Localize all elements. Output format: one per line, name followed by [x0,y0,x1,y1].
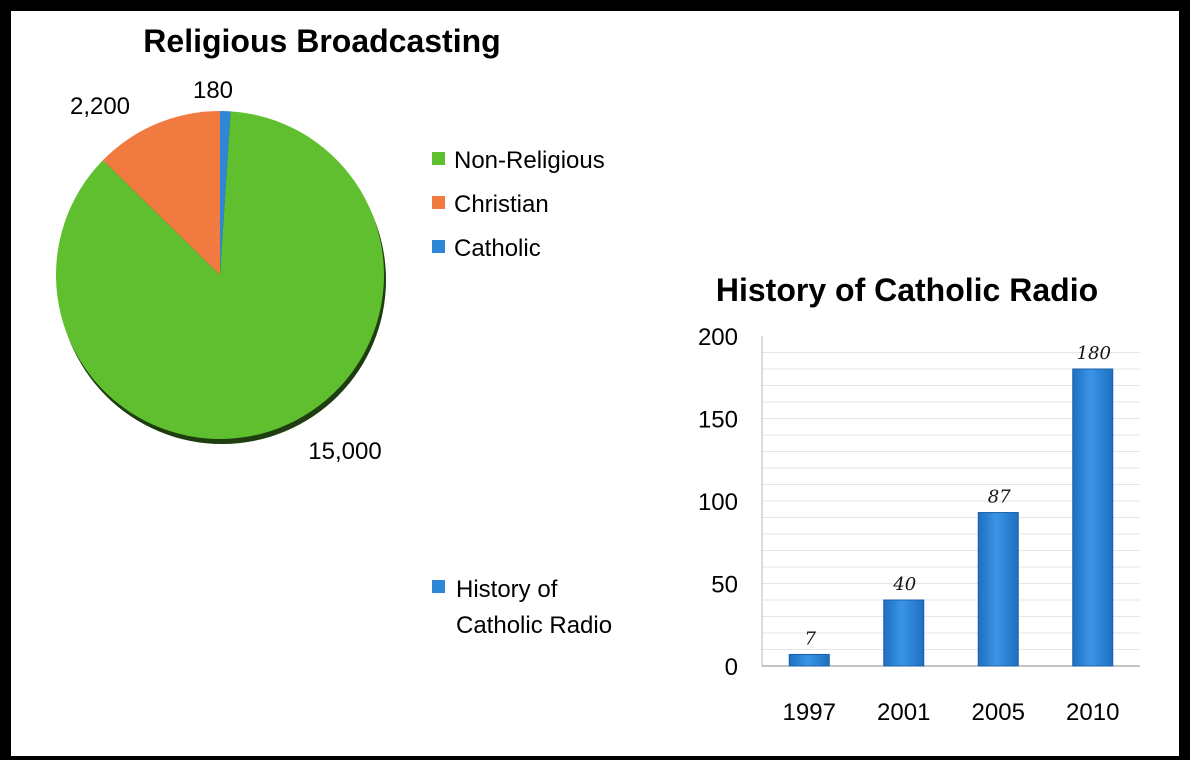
pie-value-label-non-religious: 15,000 [308,438,381,465]
x-tick-label-2010: 2010 [1066,699,1119,726]
bar-2010 [1072,368,1114,667]
bar-chart-y-ticks: 0 50 100 150 200 [698,324,738,681]
legend-label-history-line2: Catholic Radio [456,612,612,639]
legend-swatch-non-religious [432,152,445,165]
pie-slice-christian [102,110,220,275]
x-tick-label-2005: 2005 [972,699,1025,726]
data-label-2001: 40 [892,574,916,595]
legend-swatch-history-catholic-radio [432,580,445,593]
pie-value-label-christian: 2,200 [70,93,130,120]
legend-label-catholic: Catholic [454,235,541,262]
bar-chart-bars: 7 1997 40 2001 87 2005 180 2010 [783,343,1120,726]
y-tick-label: 100 [698,489,738,516]
bar-2001 [883,599,925,667]
legend-label-non-religious: Non-Religious [454,147,605,174]
y-tick-label: 200 [698,324,738,351]
pie-chart [56,110,386,444]
legend-label-christian: Christian [454,191,549,218]
legend-swatch-catholic [432,240,445,253]
pie-chart-title: Religious Broadcasting [143,23,500,59]
legend-label-history-line1: History of [456,576,558,603]
data-label-2005: 87 [988,487,1011,508]
x-tick-label-2001: 2001 [877,699,930,726]
pie-slice-non-religious [56,111,384,439]
bar-1997 [788,653,830,667]
pie-value-label-catholic: 180 [193,77,233,104]
y-tick-label: 50 [711,572,738,599]
y-tick-label: 0 [725,654,738,681]
bar-chart-title: History of Catholic Radio [716,272,1098,308]
data-label-1997: 7 [805,628,817,649]
y-tick-label: 150 [698,407,738,434]
legend-swatch-christian [432,196,445,209]
x-tick-label-1997: 1997 [783,699,836,726]
bar-2005 [977,512,1019,667]
pie-slice-catholic [220,111,231,275]
data-label-2010: 180 [1077,343,1111,364]
